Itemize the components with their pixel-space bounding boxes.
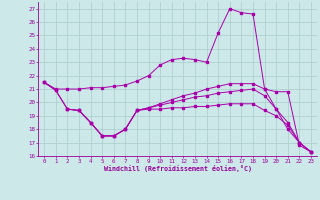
X-axis label: Windchill (Refroidissement éolien,°C): Windchill (Refroidissement éolien,°C) [104,165,252,172]
